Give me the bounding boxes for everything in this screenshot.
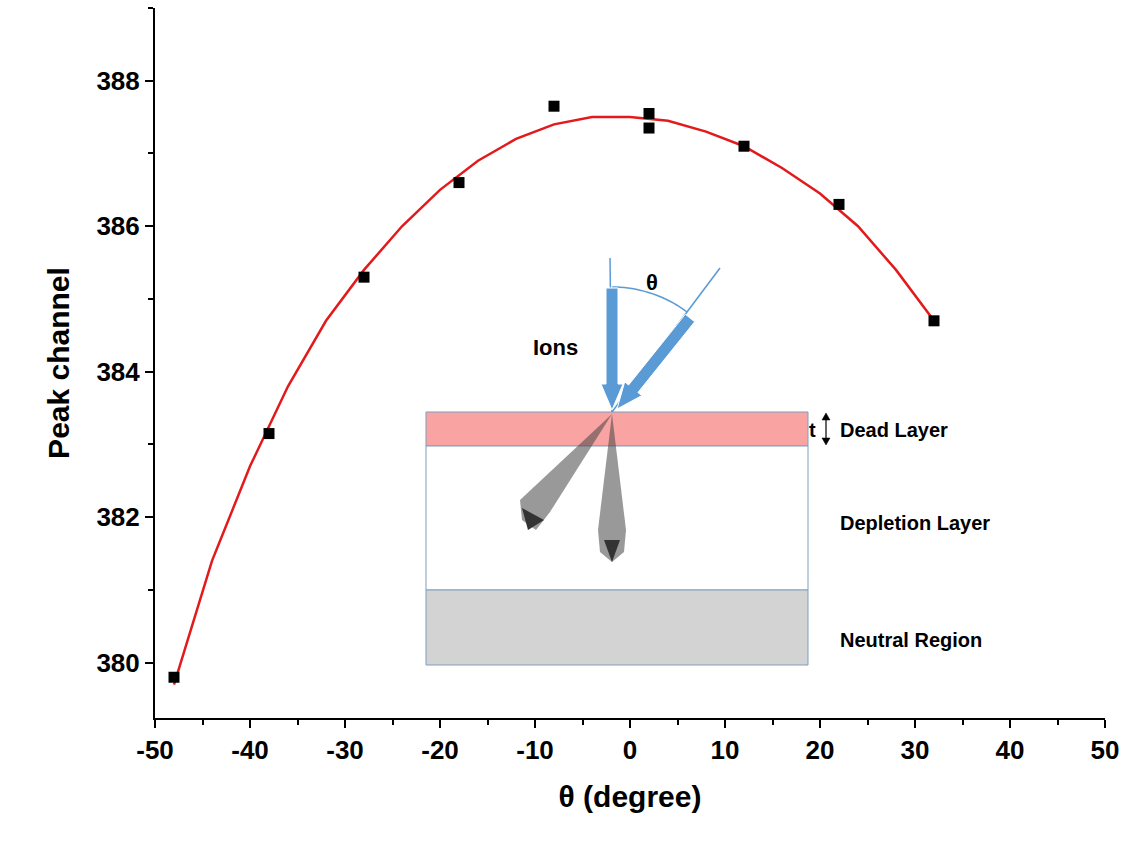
- svg-text:θ (degree): θ (degree): [559, 780, 702, 813]
- svg-text:-30: -30: [326, 735, 364, 765]
- svg-text:388: 388: [96, 66, 139, 96]
- svg-text:20: 20: [806, 735, 835, 765]
- svg-text:-40: -40: [231, 735, 269, 765]
- svg-text:40: 40: [996, 735, 1025, 765]
- svg-text:Peak channel: Peak channel: [42, 267, 75, 459]
- svg-text:Dead Layer: Dead Layer: [840, 419, 948, 441]
- svg-text:-10: -10: [516, 735, 554, 765]
- svg-text:θ: θ: [646, 270, 658, 295]
- svg-text:t: t: [809, 419, 816, 441]
- svg-text:382: 382: [96, 502, 139, 532]
- svg-text:0: 0: [623, 735, 637, 765]
- svg-text:380: 380: [96, 648, 139, 678]
- svg-text:386: 386: [96, 211, 139, 241]
- svg-text:-20: -20: [421, 735, 459, 765]
- svg-text:Ions: Ions: [533, 335, 578, 360]
- svg-text:384: 384: [96, 357, 140, 387]
- svg-text:Neutral Region: Neutral Region: [840, 629, 982, 651]
- svg-text:30: 30: [901, 735, 930, 765]
- svg-text:-50: -50: [136, 735, 174, 765]
- svg-text:10: 10: [711, 735, 740, 765]
- svg-text:Depletion Layer: Depletion Layer: [840, 512, 990, 534]
- svg-text:50: 50: [1091, 735, 1120, 765]
